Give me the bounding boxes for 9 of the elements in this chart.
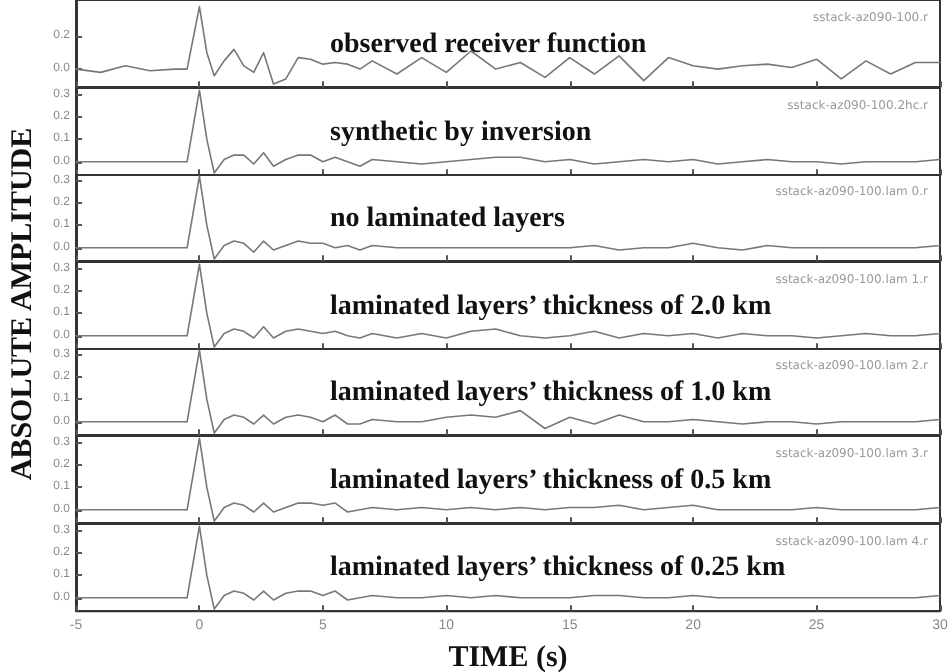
x-axis-title: TIME (s) xyxy=(448,641,568,672)
text: laminated layers’ thickness of 0.5 km xyxy=(330,465,772,496)
text: laminated layers’ thickness of 0.25 km xyxy=(330,552,786,583)
text: no laminated layers xyxy=(330,203,566,234)
text: observed receiver function xyxy=(330,29,647,60)
text: laminated layers’ thickness of 1.0 km xyxy=(330,378,772,409)
text: laminated layers’ thickness of 2.0 km xyxy=(330,291,772,322)
y-axis-title: ABSOLUTE AMPLITUDE xyxy=(7,127,41,481)
text: synthetic by inversion xyxy=(330,116,592,147)
